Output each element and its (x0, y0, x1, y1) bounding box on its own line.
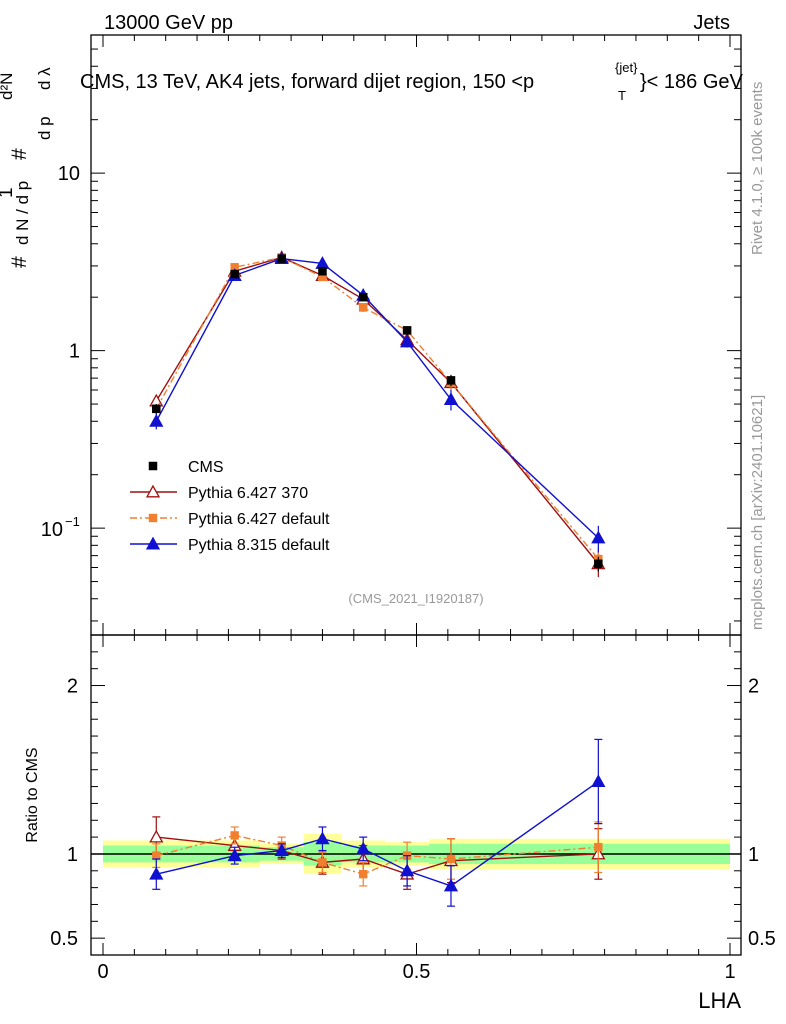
ratio-series-line-2 (156, 780, 599, 887)
ratio-point-2 (149, 866, 164, 880)
main-point-2 (149, 413, 164, 427)
ratio-point-2 (443, 878, 459, 892)
legend-marker-1 (148, 513, 158, 523)
ratio-point-2 (399, 863, 415, 877)
header-energy-label: 13000 GeV pp (104, 12, 233, 34)
ratio-point-1 (230, 831, 239, 840)
data-point (152, 404, 161, 414)
main-series-line-1 (155, 256, 599, 560)
x-tick-label: 1 (724, 961, 735, 983)
ratio-point-2 (274, 843, 289, 857)
rivet-version-label: Rivet 4.1.0, ≥ 100k events (749, 82, 766, 255)
ratio-point-2 (356, 841, 371, 855)
main-y-tick-label-0.1: 10 (41, 519, 63, 541)
data-point (230, 269, 239, 279)
ratio-point-2 (227, 848, 242, 862)
main-series-line-2 (155, 257, 599, 539)
legend-label-cms: CMS (188, 459, 224, 476)
ratio-y-tick-label-right: 2 (748, 676, 759, 698)
main-point-1 (230, 263, 239, 272)
ratio-y-tick-label-right: 0.5 (748, 928, 776, 950)
legend-marker-2 (145, 536, 161, 550)
data-point (358, 292, 368, 302)
main-point-2 (591, 530, 606, 544)
svg-text:d λ: d λ (35, 67, 54, 90)
data-point (277, 254, 286, 263)
main-point-2 (443, 392, 459, 406)
ratio-y-tick-label: 2 (67, 676, 78, 698)
main-y-tick-label-exp: −1 (65, 514, 80, 529)
ratio-point-2 (591, 774, 606, 787)
data-point (594, 559, 603, 568)
data-point (402, 326, 412, 335)
x-axis-label: LHA (698, 988, 741, 1013)
ratio-point-1 (318, 858, 327, 867)
main-y-axis-label: # d N / d p 1 # d p d²N d λ (0, 67, 54, 268)
ratio-plot-area: 0 0.5 1 0.5 0.5 1 1 2 2 (50, 634, 776, 983)
svg-text:#: # (8, 148, 31, 160)
ratio-frame (90, 634, 742, 956)
legend: CMS Pythia 6.427 370 Pythia 6.427 default P… (130, 459, 330, 554)
legend-label-0: Pythia 6.427 370 (188, 485, 308, 502)
ratio-point-1 (446, 854, 456, 864)
svg-text:1: 1 (0, 187, 17, 198)
analysis-id-label: (CMS_2021_I1920187) (348, 591, 483, 606)
data-point (318, 267, 327, 276)
main-series-line-0 (155, 256, 599, 565)
header-jets-label: Jets (693, 12, 730, 34)
ratio-point-1 (359, 869, 368, 879)
svg-text:d p: d p (35, 116, 54, 140)
x-tick-label: 0 (97, 961, 108, 983)
ratio-point-2 (315, 831, 330, 845)
legend-marker-cms (148, 461, 158, 471)
chart-title: CMS, 13 TeV, AK4 jets, forward dijet reg… (80, 60, 744, 103)
ratio-point-1 (152, 851, 161, 860)
svg-text:d N / d p: d N / d p (13, 181, 32, 245)
ratio-series-line-0 (156, 836, 599, 875)
legend-label-2: Pythia 8.315 default (188, 537, 330, 554)
ratio-y-axis-label: Ratio to CMS (24, 747, 41, 842)
x-tick-label: 0.5 (403, 961, 431, 983)
main-y-tick-label-10: 10 (58, 163, 80, 185)
chart-title-tail: }< 186 GeV (640, 71, 744, 93)
ratio-y-tick-label: 0.5 (50, 928, 78, 950)
main-point-1 (318, 272, 327, 282)
chart-title-sub: T (618, 88, 626, 103)
main-point-2 (399, 334, 415, 348)
chart-title-sup: {jet} (615, 60, 638, 75)
main-y-tick-label-1: 1 (69, 341, 80, 363)
ratio-point-0 (149, 829, 164, 843)
ratio-point-1 (594, 843, 603, 852)
svg-text:d²N: d²N (0, 73, 16, 100)
legend-label-1: Pythia 6.427 default (188, 511, 330, 528)
data-point (446, 376, 456, 385)
chart-title-text: CMS, 13 TeV, AK4 jets, forward dijet reg… (80, 71, 534, 93)
svg-text:#: # (8, 256, 31, 268)
ratio-y-tick-label: 1 (67, 844, 78, 866)
mcplots-source-label: mcplots.cern.ch [arXiv:2401.10621] (749, 395, 766, 630)
ratio-y-tick-label-right: 1 (748, 844, 759, 866)
main-point-1 (359, 303, 368, 312)
legend-marker-0 (145, 484, 161, 498)
